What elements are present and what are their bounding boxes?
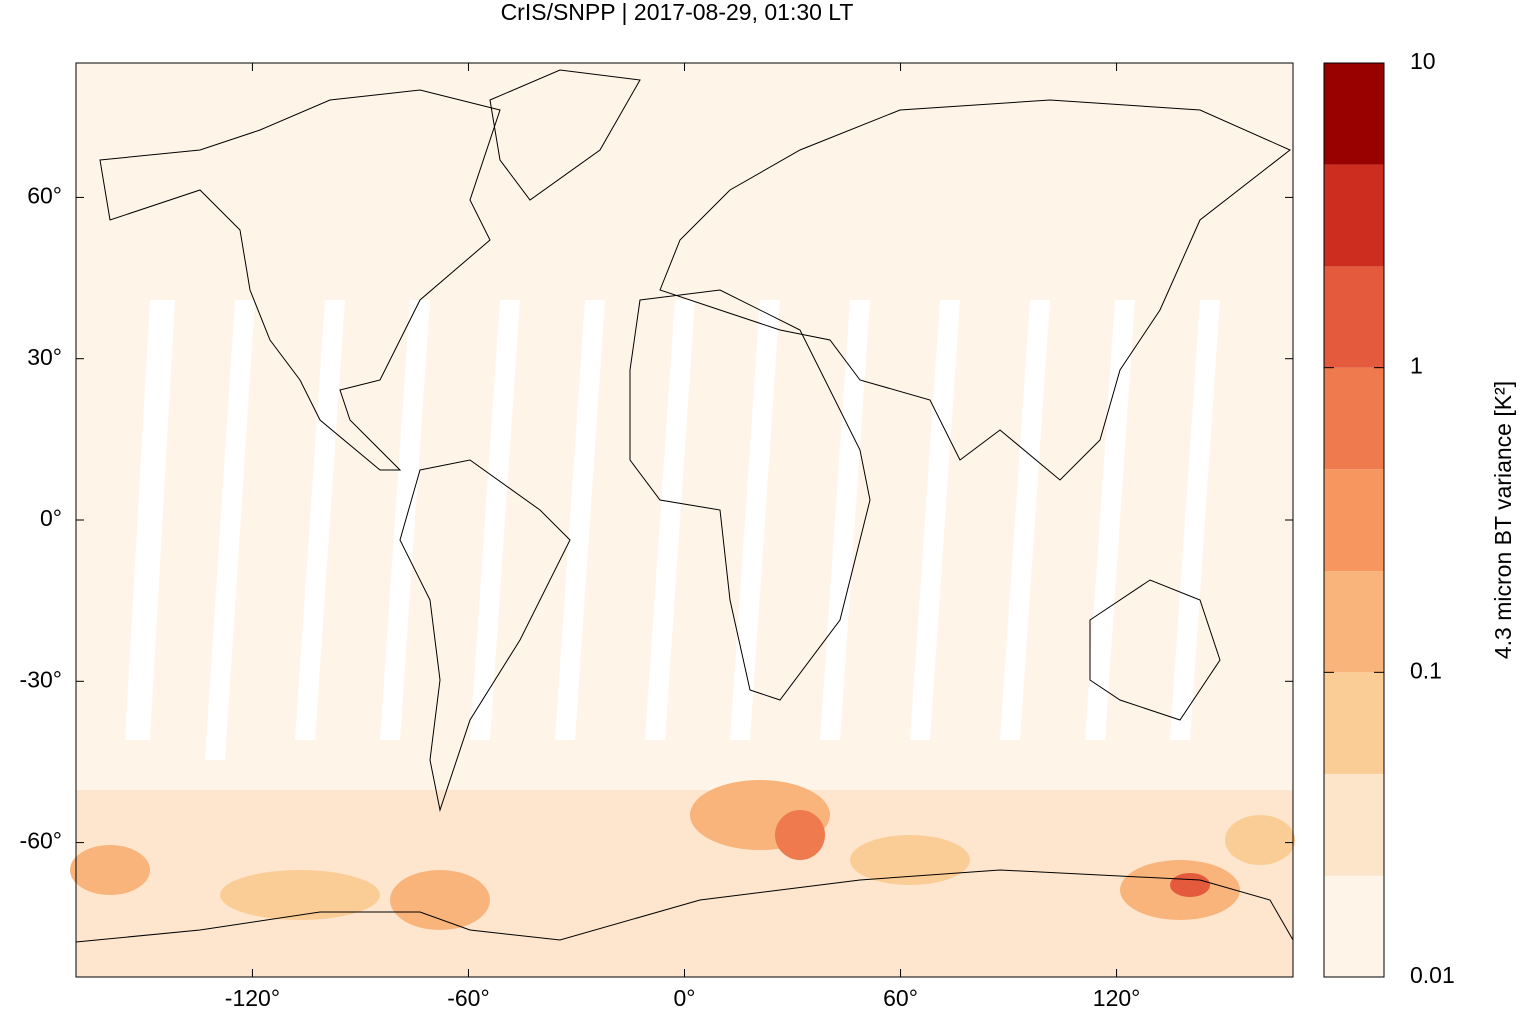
x-tick-label: -60° xyxy=(447,985,489,1011)
variance-patch xyxy=(1225,815,1295,865)
orbit-gap xyxy=(1085,300,1135,740)
orbit-gap xyxy=(380,300,430,740)
x-tick-label: 60° xyxy=(883,985,918,1011)
colorbar-bin xyxy=(1324,672,1384,774)
colorbar-bin xyxy=(1324,773,1384,876)
y-tick-label: 60° xyxy=(27,182,62,208)
colorbar-bin xyxy=(1324,164,1384,267)
variance-patch xyxy=(850,835,970,885)
variance-patch xyxy=(1170,873,1210,897)
y-tick-label: -60° xyxy=(20,828,62,854)
y-tick-label: -30° xyxy=(20,666,62,692)
colorbar-tick-label: 1 xyxy=(1410,353,1423,379)
colorbar-label: 4.3 micron BT variance [K²] xyxy=(1490,381,1516,659)
orbit-gap xyxy=(730,300,780,740)
x-tick-label: 0° xyxy=(674,985,696,1011)
colorbar-bin xyxy=(1324,469,1384,572)
coastline xyxy=(75,869,1294,943)
orbit-gap xyxy=(205,300,255,760)
x-tick-label: -120° xyxy=(225,985,280,1011)
colorbar-bin xyxy=(1324,875,1384,977)
x-tick-label: 120° xyxy=(1093,985,1141,1011)
variance-field xyxy=(70,300,1295,977)
orbit-gap xyxy=(1000,300,1050,740)
orbit-gap xyxy=(295,300,345,740)
variance-patch xyxy=(220,870,380,920)
coastline xyxy=(659,99,1291,481)
coastline xyxy=(99,89,501,471)
coastline xyxy=(1089,579,1221,721)
coastline xyxy=(629,289,871,701)
orbit-gap xyxy=(555,300,605,740)
colorbar-tick-label: 0.01 xyxy=(1410,962,1455,988)
variance-patch xyxy=(775,810,825,860)
colorbar-tick-label: 10 xyxy=(1410,48,1436,74)
variance-patch xyxy=(70,845,150,895)
orbit-gap xyxy=(470,300,520,740)
colorbar-bin xyxy=(1324,571,1384,673)
map-title: CrIS/SNPP | 2017-08-29, 01:30 LT xyxy=(501,0,854,25)
coastlines xyxy=(75,69,1294,943)
colorbar-bin xyxy=(1324,266,1384,368)
colorbar-bin xyxy=(1324,63,1384,165)
coastline xyxy=(489,69,641,201)
variance-patch xyxy=(390,870,490,930)
orbit-gap xyxy=(125,300,175,740)
coastline xyxy=(399,459,571,812)
colorbar-frame xyxy=(1323,62,1385,978)
colorbar-bin xyxy=(1324,367,1384,470)
y-tick-label: 30° xyxy=(27,344,62,370)
colorbar-tick-label: 0.1 xyxy=(1410,657,1442,683)
orbit-gap xyxy=(645,300,695,740)
orbit-gap xyxy=(910,300,960,740)
map-plot xyxy=(70,62,1295,978)
orbit-gap xyxy=(1170,300,1220,740)
y-tick-label: 0° xyxy=(40,505,62,531)
